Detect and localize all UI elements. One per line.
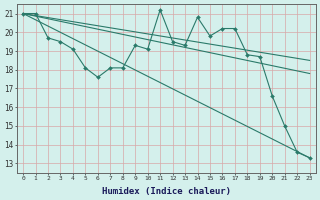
X-axis label: Humidex (Indice chaleur): Humidex (Indice chaleur) — [102, 187, 231, 196]
